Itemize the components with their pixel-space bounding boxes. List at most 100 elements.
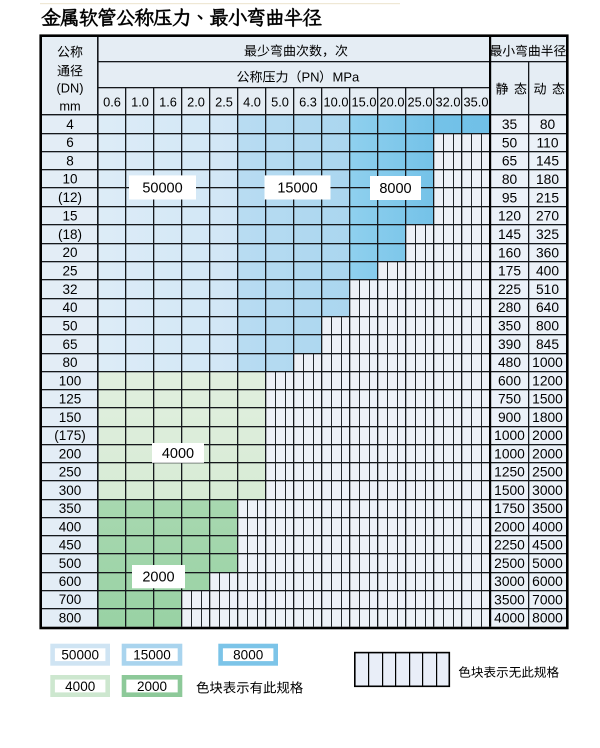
svg-text:1800: 1800 <box>532 410 563 425</box>
svg-text:300: 300 <box>59 483 82 498</box>
svg-text:145: 145 <box>536 153 559 168</box>
svg-text:175: 175 <box>498 264 521 279</box>
svg-text:1000: 1000 <box>494 446 525 461</box>
svg-text:80: 80 <box>540 117 556 132</box>
svg-text:6: 6 <box>66 135 74 150</box>
svg-text:3500: 3500 <box>494 592 525 607</box>
svg-text:600: 600 <box>59 574 82 589</box>
svg-text:20: 20 <box>62 245 77 260</box>
svg-text:25: 25 <box>62 263 77 278</box>
svg-text:MPa: MPa <box>333 70 361 85</box>
svg-text:(DN): (DN) <box>56 81 83 96</box>
svg-text:50: 50 <box>62 319 77 334</box>
svg-text:8000: 8000 <box>532 611 563 626</box>
svg-text:1750: 1750 <box>494 501 525 516</box>
svg-text:2.5: 2.5 <box>215 95 233 110</box>
svg-text:6000: 6000 <box>532 574 563 589</box>
svg-text:1200: 1200 <box>532 373 563 388</box>
svg-text:50000: 50000 <box>142 181 182 197</box>
svg-text:350: 350 <box>498 319 521 334</box>
svg-text:3500: 3500 <box>532 501 563 516</box>
svg-text:125: 125 <box>59 392 82 407</box>
svg-text:8: 8 <box>66 153 74 168</box>
svg-text:800: 800 <box>59 610 82 625</box>
svg-text:750: 750 <box>498 392 521 407</box>
svg-text:225: 225 <box>498 282 521 297</box>
svg-text:50: 50 <box>502 135 518 150</box>
svg-text:(12): (12) <box>58 190 82 205</box>
svg-text:2000: 2000 <box>494 519 525 534</box>
svg-text:450: 450 <box>59 538 82 553</box>
svg-text:50000: 50000 <box>61 648 99 663</box>
svg-text:145: 145 <box>498 227 521 242</box>
svg-text:325: 325 <box>536 227 559 242</box>
svg-text:4000: 4000 <box>162 446 194 462</box>
svg-text:200: 200 <box>59 446 82 461</box>
svg-text:65: 65 <box>502 153 518 168</box>
svg-text:1000: 1000 <box>494 428 525 443</box>
svg-text:35.0: 35.0 <box>464 95 489 110</box>
svg-text:15.0: 15.0 <box>352 95 377 110</box>
svg-text:1000: 1000 <box>532 355 563 370</box>
svg-text:270: 270 <box>536 209 559 224</box>
svg-text:4: 4 <box>66 117 74 132</box>
svg-text:845: 845 <box>536 337 559 352</box>
svg-text:32: 32 <box>62 282 77 297</box>
svg-text:2250: 2250 <box>494 538 525 553</box>
svg-text:360: 360 <box>536 245 559 260</box>
svg-text:180: 180 <box>536 172 559 187</box>
svg-text:0.6: 0.6 <box>103 95 121 110</box>
svg-text:350: 350 <box>59 501 82 516</box>
svg-text:65: 65 <box>62 337 77 352</box>
svg-text:160: 160 <box>498 245 521 260</box>
svg-text:1500: 1500 <box>532 392 563 407</box>
svg-text:25.0: 25.0 <box>408 95 433 110</box>
svg-text:5.0: 5.0 <box>271 95 289 110</box>
svg-text:95: 95 <box>502 190 518 205</box>
svg-text:1.6: 1.6 <box>159 95 177 110</box>
svg-text:510: 510 <box>536 282 559 297</box>
svg-text:110: 110 <box>537 135 559 150</box>
svg-text:400: 400 <box>536 264 559 279</box>
svg-text:400: 400 <box>59 519 82 534</box>
svg-text:2500: 2500 <box>494 556 525 571</box>
svg-text:2500: 2500 <box>532 465 563 480</box>
svg-text:500: 500 <box>59 556 82 571</box>
svg-text:1.0: 1.0 <box>131 95 149 110</box>
svg-text:32.0: 32.0 <box>436 95 461 110</box>
svg-text:900: 900 <box>498 410 521 425</box>
svg-text:1250: 1250 <box>494 465 525 480</box>
svg-text:(175): (175) <box>54 428 86 443</box>
svg-text:2000: 2000 <box>532 428 563 443</box>
svg-text:80: 80 <box>502 172 518 187</box>
svg-text:15000: 15000 <box>133 648 171 663</box>
svg-text:700: 700 <box>59 592 82 607</box>
svg-text:4500: 4500 <box>532 538 563 553</box>
svg-text:40: 40 <box>62 300 77 315</box>
svg-text:5000: 5000 <box>532 556 563 571</box>
svg-text:20.0: 20.0 <box>380 95 405 110</box>
svg-text:8000: 8000 <box>379 181 411 197</box>
svg-text:480: 480 <box>498 355 521 370</box>
svg-text:4000: 4000 <box>532 519 563 534</box>
svg-text:35: 35 <box>502 117 518 132</box>
svg-text:10.0: 10.0 <box>324 95 349 110</box>
svg-text:120: 120 <box>498 209 521 224</box>
svg-text:100: 100 <box>59 373 82 388</box>
svg-text:15000: 15000 <box>277 181 317 197</box>
svg-text:3000: 3000 <box>532 483 563 498</box>
svg-text:150: 150 <box>59 410 82 425</box>
svg-text:PN: PN <box>302 70 320 85</box>
svg-text:800: 800 <box>536 319 559 334</box>
svg-text:2000: 2000 <box>142 570 174 586</box>
svg-text:7000: 7000 <box>532 592 563 607</box>
svg-text:600: 600 <box>498 373 521 388</box>
svg-text:6.3: 6.3 <box>299 95 317 110</box>
svg-text:250: 250 <box>59 464 82 479</box>
svg-text:8000: 8000 <box>233 648 263 663</box>
svg-text:3000: 3000 <box>494 574 525 589</box>
svg-text:215: 215 <box>536 190 559 205</box>
svg-text:(18): (18) <box>58 227 82 242</box>
svg-text:15: 15 <box>62 209 77 224</box>
svg-text:2000: 2000 <box>137 679 167 694</box>
